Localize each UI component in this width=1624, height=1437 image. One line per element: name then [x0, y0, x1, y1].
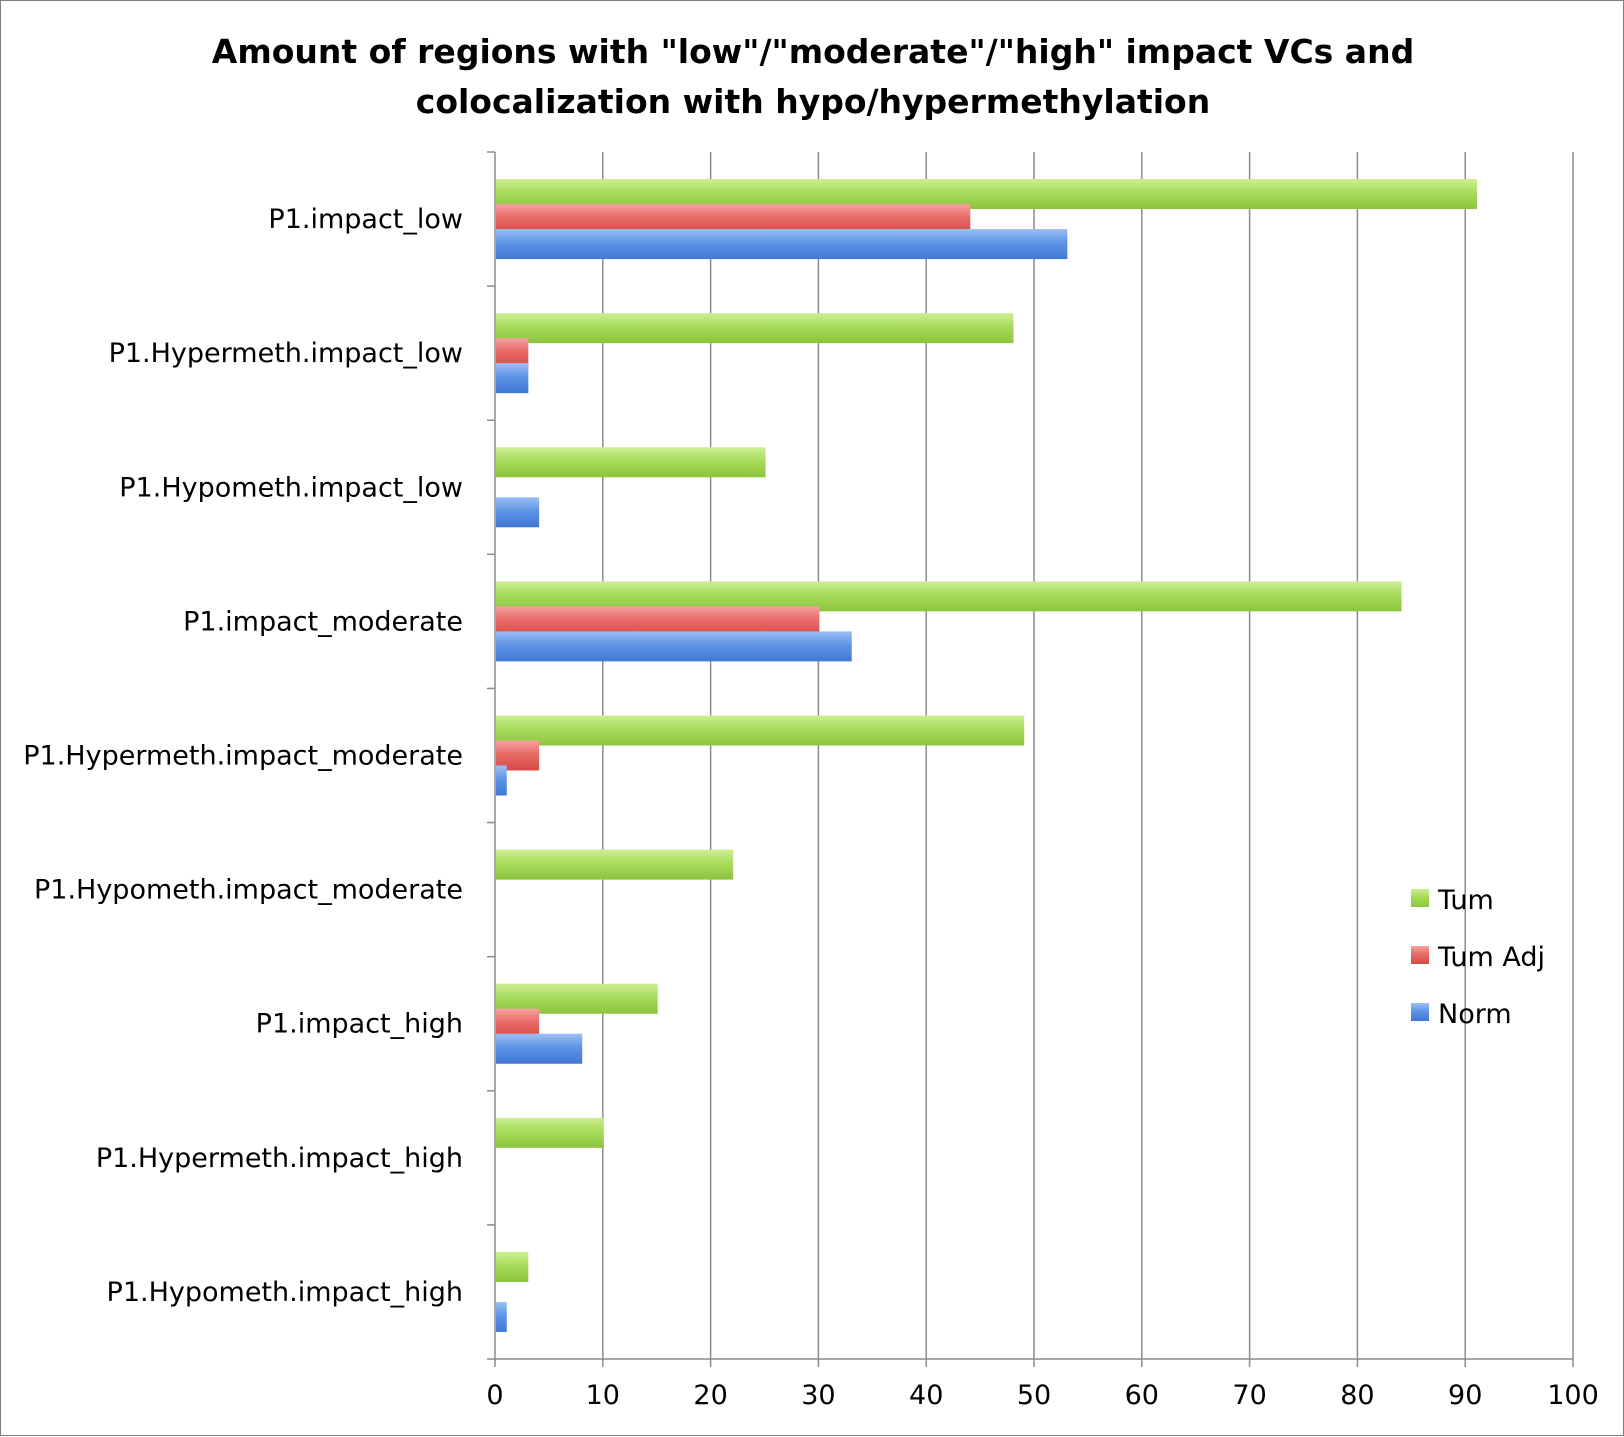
category-label: P1.Hypometh.impact_moderate — [34, 875, 463, 906]
bar-tum — [496, 849, 734, 880]
bar-tum — [496, 447, 766, 478]
legend-swatch-tum-adj — [1411, 946, 1429, 964]
chart-title-line-1: Amount of regions with "low"/"moderate"/… — [212, 32, 1414, 71]
x-tick-label: 10 — [586, 1380, 620, 1411]
category-label: P1.Hypometh.impact_high — [107, 1277, 463, 1308]
x-tick-label: 60 — [1125, 1380, 1159, 1411]
category-label: P1.Hypometh.impact_low — [119, 472, 463, 503]
x-tick-label: 30 — [801, 1380, 835, 1411]
x-tick-label: 20 — [693, 1380, 727, 1411]
x-tick-label: 50 — [1017, 1380, 1051, 1411]
legend-label: Norm — [1438, 999, 1512, 1030]
category-label: P1.Hypermeth.impact_high — [96, 1143, 463, 1174]
x-tick-label: 40 — [909, 1380, 943, 1411]
legend-swatch-tum — [1411, 889, 1429, 907]
legend: Tum Tum Adj Norm — [1411, 885, 1545, 1030]
category-label: P1.Hypermeth.impact_low — [109, 338, 463, 369]
bar-norm — [496, 1033, 583, 1064]
category-label: P1.impact_high — [256, 1009, 463, 1040]
category-labels: P1.impact_low P1.Hypermeth.impact_low P1.H… — [23, 204, 463, 1308]
gridlines — [602, 152, 1574, 1359]
x-tick-label: 80 — [1340, 1380, 1374, 1411]
bar-tum — [496, 1251, 529, 1282]
x-tick-label: 0 — [486, 1380, 503, 1411]
bars — [496, 179, 1477, 1332]
bar-norm — [496, 1301, 507, 1332]
category-label: P1.impact_low — [268, 204, 463, 235]
chart-title-line-2: colocalization with hypo/hypermethylatio… — [416, 82, 1210, 121]
bar-tum — [496, 715, 1025, 746]
x-tick-label: 90 — [1448, 1380, 1482, 1411]
axes — [487, 151, 1574, 1367]
bar-norm — [496, 631, 852, 662]
bar-tum — [496, 1117, 604, 1148]
legend-swatch-norm — [1411, 1003, 1429, 1021]
bar-tum — [496, 313, 1014, 344]
category-label: P1.Hypermeth.impact_moderate — [23, 741, 463, 772]
legend-label: Tum Adj — [1437, 942, 1545, 973]
x-tick-label: 70 — [1232, 1380, 1266, 1411]
bar-norm — [496, 363, 529, 394]
x-tick-labels: 0 10 20 30 40 50 60 70 80 90 100 — [486, 1380, 1598, 1411]
category-label: P1.impact_moderate — [183, 606, 463, 637]
bar-norm — [496, 497, 540, 528]
bar-norm — [496, 765, 507, 796]
x-tick-label: 100 — [1547, 1380, 1599, 1411]
legend-label: Tum — [1437, 885, 1494, 916]
bar-norm — [496, 229, 1068, 260]
